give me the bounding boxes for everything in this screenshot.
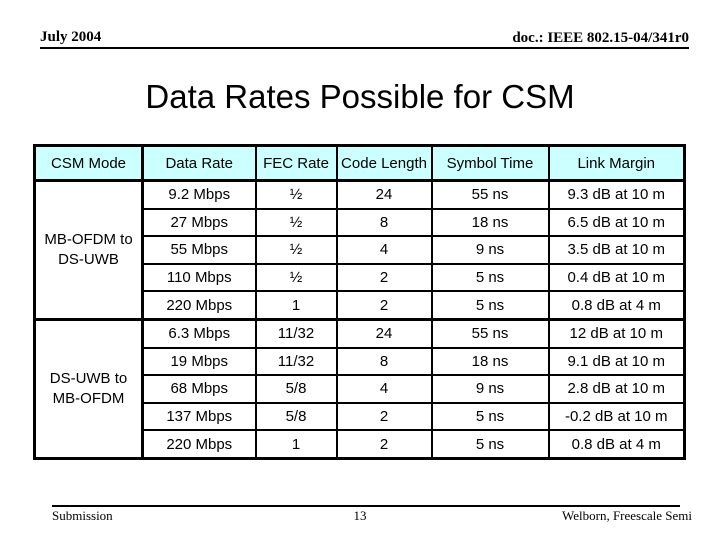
table-cell: 6.5 dB at 10 m (547, 207, 686, 238)
column-header: Data Rate (141, 144, 257, 182)
table-cell: 3.5 dB at 10 m (547, 235, 686, 265)
page-title: Data Rates Possible for CSM (145, 78, 575, 115)
data-rates-table: CSM Mode Data Rate FEC Rate Code Length Symb… (33, 144, 686, 460)
column-header: Symbol Time (430, 144, 550, 182)
table-cell: 110 Mbps (141, 262, 257, 293)
column-header: Code Length (335, 144, 433, 182)
footer-submission: Submission (52, 508, 113, 523)
page-header-doc-number: doc.: IEEE 802.15-04/341r0 (512, 30, 689, 46)
footer-rule (52, 505, 680, 507)
table-cell: 9.1 dB at 10 m (547, 346, 686, 377)
csm-mode-cell: MB-OFDM to DS-UWB (33, 179, 144, 321)
table-cell: 9.3 dB at 10 m (547, 179, 686, 210)
table-cell: 5 ns (430, 262, 550, 293)
table-cell: 2 (335, 290, 433, 321)
csm-mode-cell: DS-UWB to MB-OFDM (33, 317, 144, 460)
table-cell: 1 (254, 429, 338, 460)
table-body: MB-OFDM to DS-UWB 9.2 Mbps ½ 24 55 ns 9.3 dB … (33, 179, 686, 460)
table-cell: 68 Mbps (141, 374, 257, 404)
table-cell: 11/32 (254, 317, 338, 349)
column-header: FEC Rate (254, 144, 338, 182)
table-cell: 220 Mbps (141, 429, 257, 460)
table-cell: 9 ns (430, 235, 550, 265)
table-row: 68 Mbps 5/8 4 9 ns 2.8 dB at 10 m (35, 374, 686, 404)
table-row: DS-UWB to MB-OFDM 6.3 Mbps 11/32 24 55 ns 12 … (33, 317, 686, 460)
table-cell: 5 ns (430, 429, 550, 460)
table-header-row: CSM Mode Data Rate FEC Rate Code Length Symb… (33, 144, 686, 182)
table-cell: -0.2 dB at 10 m (547, 401, 686, 432)
table-cell: ½ (254, 235, 338, 265)
table-cell: 5 ns (430, 290, 550, 321)
table-cell: 55 ns (430, 317, 550, 349)
table-cell: 5/8 (254, 374, 338, 404)
table-cell: 18 ns (430, 207, 550, 238)
table-cell: 2 (335, 401, 433, 432)
table-row: 19 Mbps 11/32 8 18 ns 9.1 dB at 10 m (35, 346, 686, 377)
footer-author: Welborn, Freescale Semi (562, 508, 692, 523)
table-row: 55 Mbps ½ 4 9 ns 3.5 dB at 10 m (35, 235, 686, 265)
column-header: CSM Mode (33, 144, 144, 182)
table-row: 27 Mbps ½ 8 18 ns 6.5 dB at 10 m (35, 207, 686, 238)
table-cell: 12 dB at 10 m (547, 317, 686, 349)
page-header-date: July 2004 (40, 29, 102, 45)
table-cell: 24 (335, 179, 433, 210)
table-cell: 2 (335, 429, 433, 460)
table-cell: ½ (254, 207, 338, 238)
table-cell: 0.8 dB at 4 m (547, 429, 686, 460)
table-cell: 8 (335, 346, 433, 377)
table-row: 220 Mbps 1 2 5 ns 0.8 dB at 4 m (35, 429, 686, 460)
table-row: 137 Mbps 5/8 2 5 ns -0.2 dB at 10 m (35, 401, 686, 432)
table-row: 220 Mbps 1 2 5 ns 0.8 dB at 4 m (35, 290, 686, 321)
table-cell: 137 Mbps (141, 401, 257, 432)
table-cell: 18 ns (430, 346, 550, 377)
table-cell: 2 (335, 262, 433, 293)
table-cell: 0.4 dB at 10 m (547, 262, 686, 293)
table-cell: 2.8 dB at 10 m (547, 374, 686, 404)
table-cell: ½ (254, 262, 338, 293)
table-cell: 8 (335, 207, 433, 238)
table-cell: 220 Mbps (141, 290, 257, 321)
table-cell: 27 Mbps (141, 207, 257, 238)
footer-page-number: 13 (353, 508, 367, 523)
table-head: CSM Mode Data Rate FEC Rate Code Length Symb… (33, 144, 686, 182)
table-cell: 24 (335, 317, 433, 349)
table-row: MB-OFDM to DS-UWB 9.2 Mbps ½ 24 55 ns 9.3 dB … (33, 179, 686, 321)
table-row: 110 Mbps ½ 2 5 ns 0.4 dB at 10 m (35, 262, 686, 293)
table-cell: 55 ns (430, 179, 550, 210)
table-cell: 9.2 Mbps (141, 179, 257, 210)
table-cell: 0.8 dB at 4 m (547, 290, 686, 321)
table-cell: 1 (254, 290, 338, 321)
column-header: Link Margin (547, 144, 686, 182)
table-cell: 4 (335, 235, 433, 265)
table-cell: 5 ns (430, 401, 550, 432)
table-cell: 19 Mbps (141, 346, 257, 377)
table-cell: 55 Mbps (141, 235, 257, 265)
table-cell: 4 (335, 374, 433, 404)
table-cell: 11/32 (254, 346, 338, 377)
table-cell: 9 ns (430, 374, 550, 404)
table-cell: ½ (254, 179, 338, 210)
table-cell: 6.3 Mbps (141, 317, 257, 349)
table-cell: 5/8 (254, 401, 338, 432)
header-rule (40, 47, 689, 49)
